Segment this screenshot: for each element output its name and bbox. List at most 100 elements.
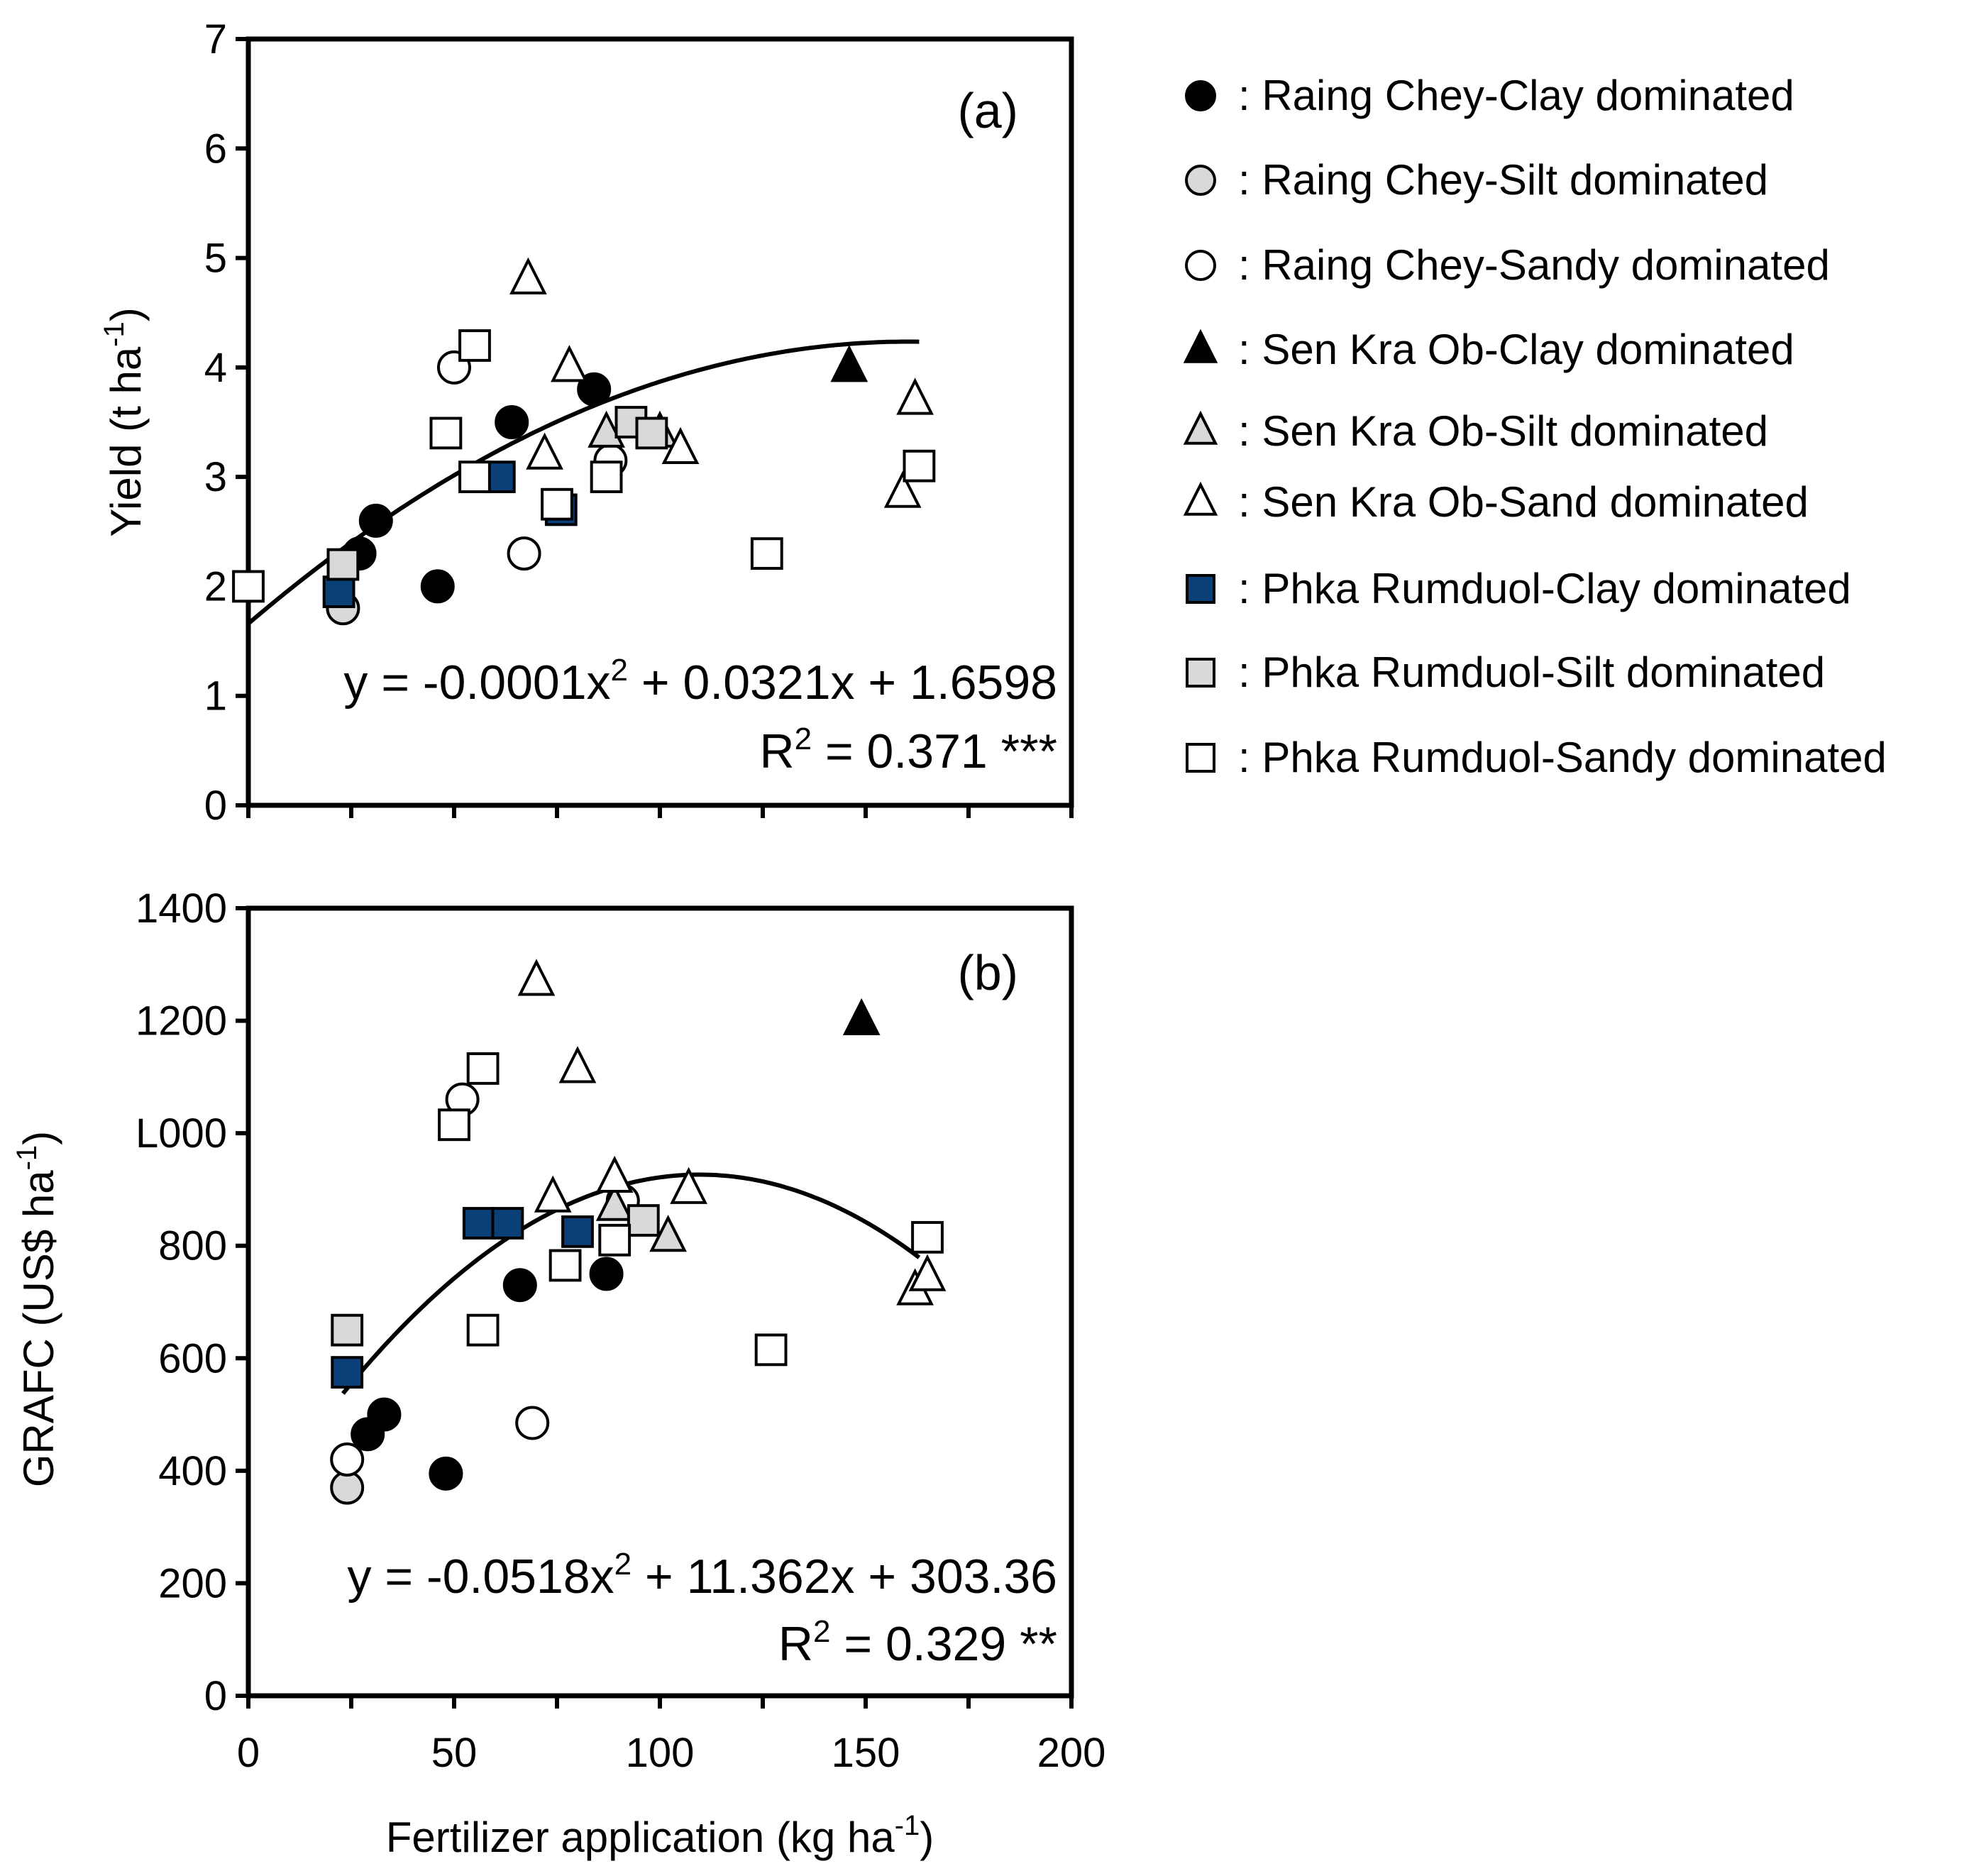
- data-point: [883, 470, 922, 508]
- y-tick-label: L000: [136, 1110, 227, 1157]
- data-point: [908, 1254, 947, 1291]
- panel-b-label: (b): [957, 945, 1018, 1000]
- y-tick-label: 200: [158, 1560, 227, 1606]
- y-tick-label: 600: [158, 1335, 227, 1381]
- panel-a-yield: 0 1 2 3 4 5 6 7 (a) y = -0.0001x2 + 0.0321x + 1…: [99, 16, 1074, 829]
- panel-b-y-axis-title: GRAFC (US$ ha-1): [11, 1131, 62, 1487]
- legend-label: : Sen Kra Ob-Silt dominated: [1238, 407, 1768, 455]
- data-point: [534, 1175, 572, 1213]
- data-point: [495, 405, 529, 439]
- legend-marker: [1186, 743, 1215, 773]
- data-point: [507, 536, 541, 571]
- panel-a-x-ticks: [246, 805, 1074, 818]
- panel-a-trendline-group: [247, 339, 920, 626]
- legend-marker: [1185, 165, 1216, 196]
- data-point: [509, 257, 547, 294]
- legend-item: : Phka Rumduol-Sandy dominated: [1186, 734, 1887, 781]
- data-point: [896, 377, 934, 415]
- legend-item: : Raing Chey-Sandy dominated: [1185, 241, 1830, 289]
- y-tick-label: 1200: [136, 998, 227, 1044]
- data-point: [842, 998, 881, 1036]
- data-point: [754, 1333, 788, 1367]
- panel-b-points: [330, 959, 947, 1505]
- panel-a-y-ticks: 0 1 2 3 4 5 6 7: [204, 16, 248, 829]
- data-point: [561, 1215, 594, 1248]
- x-tick-label: 50: [431, 1730, 478, 1776]
- data-point: [551, 345, 588, 382]
- data-point: [558, 1046, 597, 1083]
- data-point: [322, 575, 355, 609]
- data-point: [541, 487, 573, 521]
- x-tick-label: 0: [237, 1730, 260, 1776]
- legend-item: : Sen Kra Ob-Clay dominated: [1183, 326, 1794, 373]
- panel-b-equation: y = -0.0518x2 + 11.362x + 303.36: [347, 1547, 1057, 1604]
- data-point: [588, 410, 625, 448]
- y-tick-label: 800: [158, 1223, 227, 1269]
- legend-marker: [1183, 481, 1218, 516]
- y-tick-label: 2: [204, 563, 227, 609]
- data-point: [515, 1406, 550, 1440]
- data-point: [438, 1108, 470, 1142]
- panel-b-r-squared: R2 = 0.329 **: [778, 1614, 1057, 1671]
- panel-b-trendline-group: [341, 1172, 921, 1395]
- data-point: [331, 1313, 364, 1347]
- data-point: [911, 1220, 944, 1254]
- legend-item: : Raing Chey-Clay dominated: [1185, 72, 1794, 119]
- legend-item: : Sen Kra Ob-Sand dominated: [1183, 478, 1809, 526]
- legend-item: : Sen Kra Ob-Silt dominated: [1183, 407, 1768, 455]
- legend-label: : Raing Chey-Clay dominated: [1238, 72, 1794, 119]
- legend-marker: [1183, 329, 1218, 363]
- legend-label: : Phka Rumduol-Clay dominated: [1238, 565, 1851, 612]
- y-tick-label: 1: [204, 673, 227, 719]
- data-point: [420, 569, 455, 604]
- y-tick-label: 4: [204, 345, 227, 391]
- panel-a-r-squared: R2 = 0.371 ***: [759, 722, 1057, 778]
- data-point: [595, 1155, 634, 1193]
- y-tick-label: 6: [204, 126, 227, 172]
- data-point: [326, 548, 360, 581]
- legend-label: : Sen Kra Ob-Clay dominated: [1238, 326, 1794, 373]
- panel-b-x-ticks: 0 50 100 150 200: [237, 1696, 1106, 1776]
- data-point: [358, 503, 393, 538]
- data-point: [330, 1442, 365, 1477]
- data-point: [466, 1313, 500, 1347]
- panel-a-label: (a): [957, 83, 1018, 138]
- x-tick-label: 150: [832, 1730, 900, 1776]
- legend-label: : Phka Rumduol-Sandy dominated: [1238, 734, 1887, 781]
- data-point: [429, 1456, 463, 1491]
- data-point: [635, 416, 668, 450]
- data-point: [598, 1223, 631, 1257]
- legend: : Raing Chey-Clay dominated : Raing Chey-…: [1183, 72, 1887, 781]
- legend-item: : Raing Chey-Silt dominated: [1185, 156, 1768, 204]
- legend-label: : Raing Chey-Silt dominated: [1238, 156, 1768, 204]
- data-point: [595, 1183, 634, 1221]
- panel-b-y-ticks: 0 200 400 600 800 L000 1200 1400: [136, 885, 248, 1719]
- legend-label: : Phka Rumduol-Silt dominated: [1238, 649, 1825, 696]
- data-point: [502, 1268, 537, 1303]
- legend-label: : Raing Chey-Sandy dominated: [1238, 241, 1830, 289]
- y-tick-label: 7: [204, 16, 227, 62]
- panel-a-equation: y = -0.0001x2 + 0.0321x + 1.6598: [343, 653, 1057, 710]
- legend-label: : Sen Kra Ob-Sand dominated: [1238, 478, 1809, 526]
- data-point: [462, 1207, 495, 1240]
- panel-b-grafc: 0 200 400 600 800 L000 1200 1400 0 50 100 150 200 (…: [11, 885, 1105, 1861]
- legend-item: : Phka Rumduol-Silt dominated: [1186, 649, 1825, 696]
- y-tick-label: 0: [204, 1673, 227, 1719]
- legend-marker: [1185, 80, 1216, 111]
- x-axis-title: Fertilizer application (kg ha-1): [386, 1810, 934, 1861]
- data-point: [661, 426, 700, 465]
- trendline: [341, 1172, 921, 1395]
- data-point: [548, 1249, 582, 1282]
- y-tick-label: 1400: [136, 885, 227, 932]
- data-point: [458, 460, 491, 494]
- data-point: [589, 1257, 624, 1291]
- data-point: [590, 460, 623, 494]
- x-tick-label: 100: [626, 1730, 695, 1776]
- legend-item: : Phka Rumduol-Clay dominated: [1186, 565, 1851, 612]
- x-tick-label: 200: [1037, 1730, 1106, 1776]
- data-point: [526, 432, 563, 470]
- data-point: [649, 1215, 687, 1252]
- data-point: [458, 329, 491, 362]
- data-point: [627, 1204, 660, 1237]
